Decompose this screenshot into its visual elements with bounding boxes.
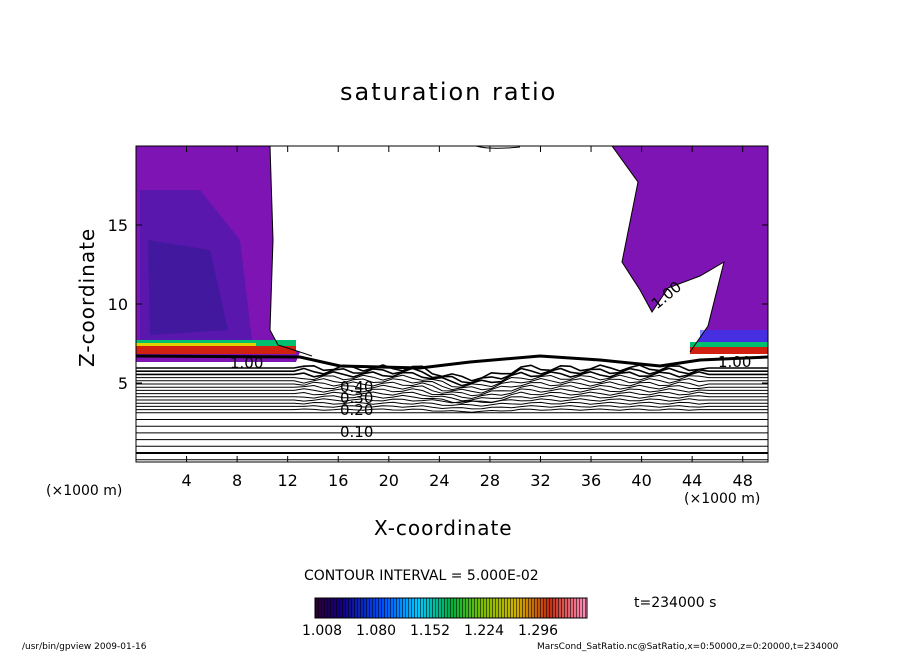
x-tick-label: 36: [581, 471, 601, 490]
z-unit-label: (×1000 m): [46, 483, 123, 499]
x-unit-label: (×1000 m): [684, 491, 761, 507]
x-tick-label: 28: [480, 471, 500, 490]
contour-line: [136, 388, 768, 400]
x-tick-label: 24: [429, 471, 449, 490]
contour-stack: [136, 354, 768, 461]
x-tick-label: 32: [530, 471, 550, 490]
contour-line: [136, 367, 768, 384]
contour-line: [136, 354, 768, 370]
colorbar-tick-label: 1.224: [464, 623, 505, 639]
contour-line: [136, 391, 768, 402]
colorbar-tick-label: 1.008: [302, 623, 343, 639]
contour-line: [136, 364, 768, 382]
x-tick-label: 16: [328, 471, 348, 490]
x-tick-label: 8: [232, 471, 242, 490]
chart-title: saturation ratio: [340, 78, 558, 106]
x-tick-label: 12: [278, 471, 298, 490]
left-yellow-band: [136, 343, 256, 346]
x-tick-label: 48: [733, 471, 753, 490]
right-green-band: [690, 342, 768, 347]
x-tick-label: 20: [379, 471, 399, 490]
contour-line-cloud-top: [475, 146, 521, 149]
contour-line: [136, 394, 768, 404]
contour-line: [136, 374, 768, 388]
contour-line: [136, 405, 768, 410]
contour-label: 1.00: [230, 354, 263, 372]
footer-right: MarsCond_SatRatio.nc@SatRatio,x=0:50000,…: [537, 642, 839, 652]
contour-lines: [269, 146, 725, 357]
x-tick-label: 44: [682, 471, 702, 490]
axis-ticks: [136, 146, 768, 462]
contour-interval-text: CONTOUR INTERVAL = 5.000E-02: [304, 568, 539, 584]
contour-line: [136, 401, 768, 407]
left-red-band: [136, 346, 296, 354]
contour-line-1.00-right: [611, 146, 725, 353]
contour-label: 0.20: [340, 401, 373, 419]
footer-left: /usr/bin/gpview 2009-01-16: [22, 642, 147, 652]
x-axis-label: X-coordinate: [374, 516, 513, 540]
contour-line: [136, 384, 768, 397]
colorbar-tick-label: 1.152: [410, 623, 451, 639]
contour-line: [136, 408, 768, 413]
contour-label: 0.40: [340, 378, 373, 396]
colorbar-tick-label: 1.296: [518, 623, 559, 639]
x-tick-label: 4: [181, 471, 191, 490]
colorbar-tick-label: 1.080: [356, 623, 397, 639]
contour-line: [136, 398, 768, 404]
contour-line: [136, 370, 768, 387]
colorbar-lines: [315, 598, 587, 618]
x-tick-label: 40: [631, 471, 651, 490]
contour-line: [136, 381, 768, 394]
right-red-band: [690, 347, 768, 354]
fill-layer: [136, 146, 768, 362]
contour-line: [136, 377, 768, 391]
right-blue-band: [700, 330, 768, 342]
y-tick-label: 5: [118, 374, 128, 393]
y-axis-label: Z-coordinate: [75, 227, 99, 367]
contour-label: 0.30: [340, 389, 373, 407]
colorbar-frame: [314, 597, 588, 619]
contour-label: 1.00: [718, 353, 751, 371]
y-tick-labels: 5 10 15: [108, 216, 128, 393]
left-blue-core: [148, 240, 228, 335]
contour-label: 0.10: [340, 423, 373, 441]
y-tick-label: 15: [108, 216, 128, 235]
right-purple-region: [612, 146, 768, 352]
y-tick-label: 10: [108, 295, 128, 314]
x-tick-labels: 4 8 12 16 20 24 28 32 36 40 44 48: [181, 471, 752, 490]
contour-line-1.00: [269, 146, 313, 357]
time-label: t=234000 s: [634, 595, 717, 611]
